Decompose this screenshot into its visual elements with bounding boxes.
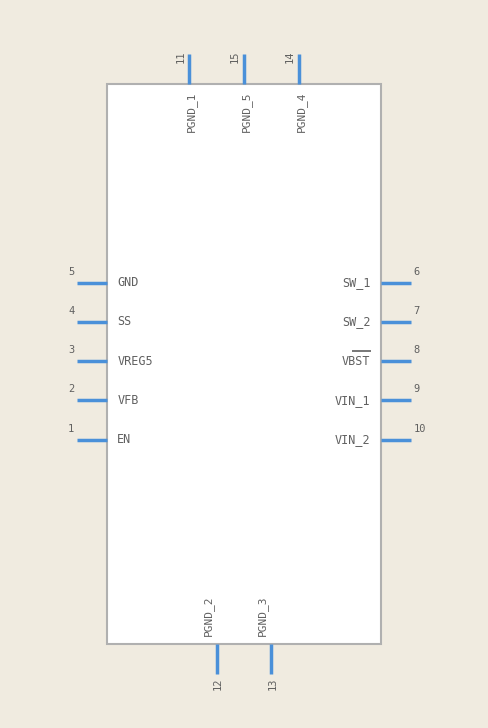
Text: PGND_2: PGND_2 xyxy=(203,596,214,636)
Text: 6: 6 xyxy=(414,266,420,277)
Text: 14: 14 xyxy=(285,51,295,63)
Text: PGND_3: PGND_3 xyxy=(258,596,268,636)
Text: 15: 15 xyxy=(230,51,240,63)
Text: PGND_4: PGND_4 xyxy=(296,92,306,132)
Text: VFB: VFB xyxy=(117,394,139,407)
Text: SS: SS xyxy=(117,315,132,328)
Text: 5: 5 xyxy=(68,266,74,277)
Text: 11: 11 xyxy=(175,51,185,63)
Text: 1: 1 xyxy=(68,424,74,434)
Text: PGND_5: PGND_5 xyxy=(241,92,252,132)
Text: 7: 7 xyxy=(414,306,420,316)
Text: 8: 8 xyxy=(414,345,420,355)
Text: GND: GND xyxy=(117,276,139,289)
Text: 3: 3 xyxy=(68,345,74,355)
Text: SW_1: SW_1 xyxy=(342,276,371,289)
Text: PGND_1: PGND_1 xyxy=(186,92,197,132)
Text: VREG5: VREG5 xyxy=(117,355,153,368)
Text: SW_2: SW_2 xyxy=(342,315,371,328)
Text: VIN_1: VIN_1 xyxy=(335,394,371,407)
Text: 9: 9 xyxy=(414,384,420,395)
Text: 4: 4 xyxy=(68,306,74,316)
Text: 10: 10 xyxy=(414,424,426,434)
Text: VIN_2: VIN_2 xyxy=(335,433,371,446)
Bar xyxy=(107,84,381,644)
Text: 12: 12 xyxy=(213,677,223,690)
Text: VBST: VBST xyxy=(342,355,371,368)
Text: 13: 13 xyxy=(267,677,277,690)
Text: EN: EN xyxy=(117,433,132,446)
Text: 2: 2 xyxy=(68,384,74,395)
